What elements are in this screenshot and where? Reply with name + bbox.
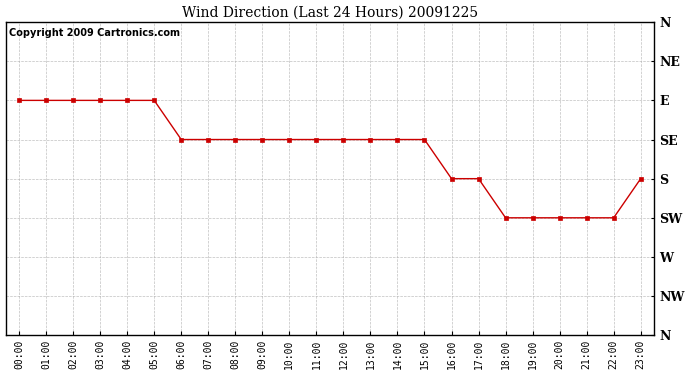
Title: Wind Direction (Last 24 Hours) 20091225: Wind Direction (Last 24 Hours) 20091225 <box>182 6 478 20</box>
Text: Copyright 2009 Cartronics.com: Copyright 2009 Cartronics.com <box>9 28 180 38</box>
